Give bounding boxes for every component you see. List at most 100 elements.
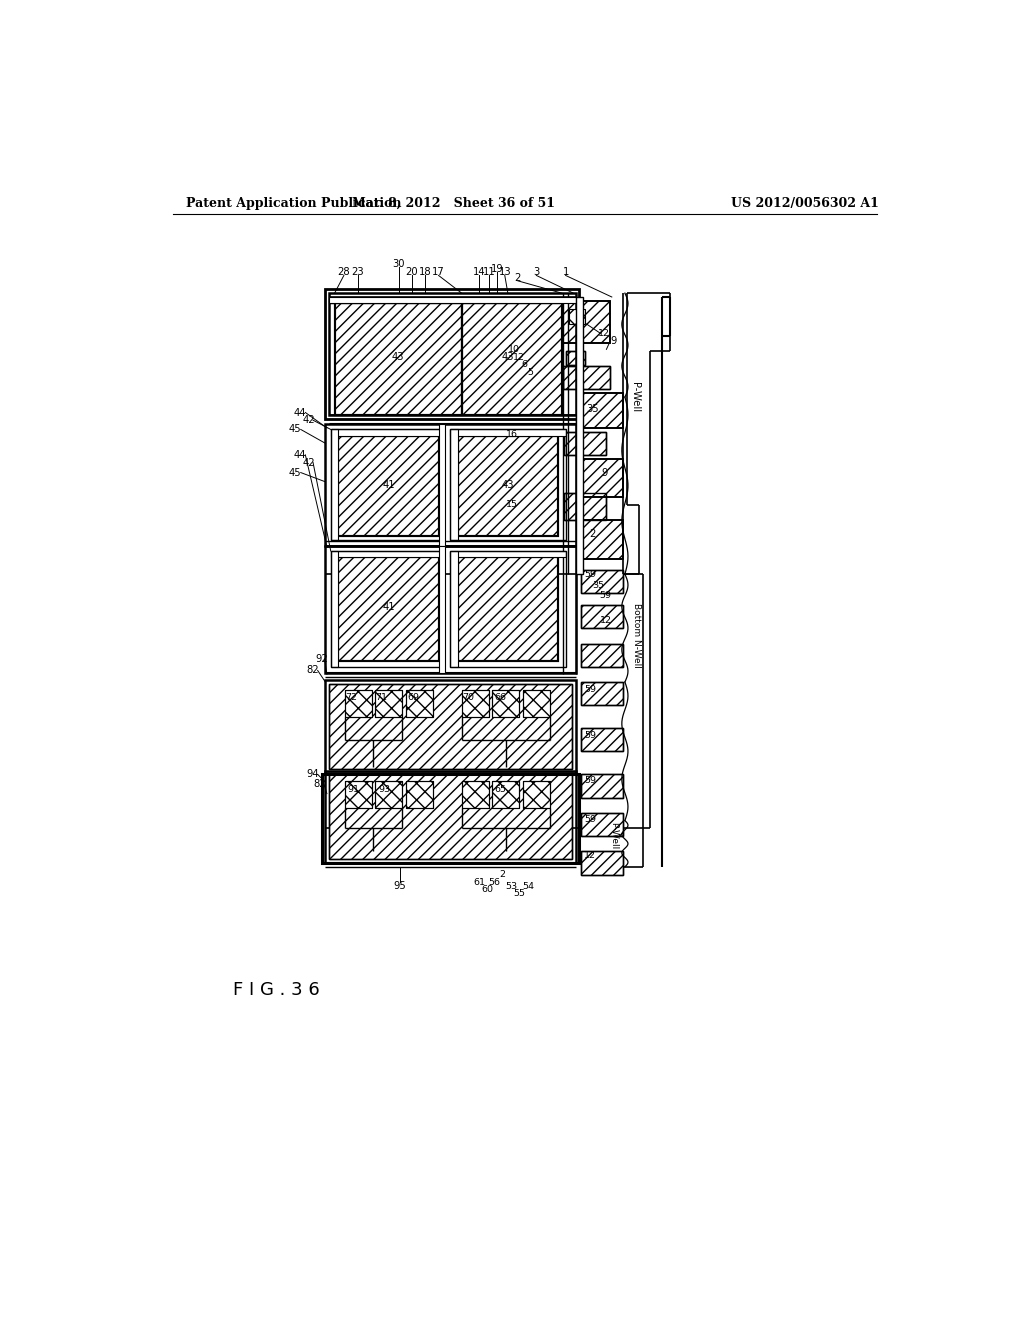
Text: Bottom N-Well: Bottom N-Well	[632, 603, 641, 668]
Bar	[330, 297, 575, 304]
Text: 94: 94	[307, 770, 319, 779]
Bar	[330, 775, 571, 859]
Bar	[563, 301, 609, 343]
Bar	[376, 689, 402, 717]
Bar	[581, 851, 624, 874]
Bar	[339, 557, 438, 661]
Bar	[438, 545, 444, 673]
Text: 11: 11	[483, 268, 496, 277]
Text: 55: 55	[513, 890, 525, 898]
Text: 82: 82	[313, 779, 326, 788]
Bar	[581, 520, 624, 558]
Text: 92: 92	[315, 653, 328, 664]
Text: 42: 42	[302, 416, 314, 425]
Text: 12: 12	[513, 352, 525, 362]
Bar	[331, 429, 442, 540]
Text: 10: 10	[508, 345, 520, 354]
Text: 44: 44	[294, 408, 306, 417]
Bar	[326, 771, 575, 863]
Text: 45: 45	[289, 425, 301, 434]
Text: 70: 70	[462, 693, 474, 702]
Bar	[335, 301, 462, 414]
Bar	[451, 429, 565, 436]
Bar	[322, 775, 580, 863]
Bar	[493, 780, 519, 808]
Text: 59: 59	[585, 814, 596, 824]
Bar	[581, 393, 624, 428]
Bar	[376, 689, 402, 717]
Bar	[581, 393, 624, 428]
Text: 14: 14	[473, 268, 485, 277]
Text: 59: 59	[600, 591, 611, 601]
Text: 9: 9	[601, 467, 607, 478]
Bar	[564, 432, 606, 455]
Bar	[462, 780, 488, 808]
Text: P-Well: P-Well	[630, 381, 640, 412]
Bar	[563, 301, 609, 343]
Bar	[330, 293, 575, 414]
Bar	[581, 682, 624, 705]
Text: 5: 5	[527, 368, 534, 378]
Bar	[438, 424, 444, 545]
Bar	[523, 780, 550, 808]
Bar	[458, 436, 558, 536]
Bar	[563, 367, 609, 389]
Bar	[569, 309, 585, 323]
Bar	[581, 459, 624, 498]
Text: 1: 1	[562, 268, 568, 277]
Bar	[345, 780, 372, 808]
Text: 59: 59	[585, 685, 596, 694]
Bar	[458, 557, 558, 661]
Bar	[523, 689, 550, 717]
Bar	[376, 780, 402, 808]
Bar	[581, 775, 624, 797]
Bar	[462, 689, 488, 717]
Bar	[407, 780, 433, 808]
Bar	[462, 689, 488, 717]
Bar	[458, 557, 558, 661]
Bar	[326, 424, 575, 545]
Bar	[581, 851, 624, 874]
Bar	[581, 644, 624, 667]
Bar	[330, 684, 571, 770]
Bar	[564, 494, 606, 520]
Text: 44: 44	[294, 450, 306, 459]
Text: 43: 43	[391, 352, 404, 362]
Text: 43: 43	[502, 352, 514, 362]
Bar	[331, 552, 442, 557]
Bar	[339, 436, 438, 536]
Text: 35: 35	[592, 581, 604, 590]
Bar	[493, 689, 519, 717]
Bar	[523, 689, 550, 717]
Text: 71: 71	[375, 693, 387, 702]
Bar	[339, 436, 438, 536]
Bar	[581, 729, 624, 751]
Bar	[451, 552, 565, 667]
Bar	[451, 552, 565, 557]
Text: 54: 54	[522, 882, 535, 891]
Text: 2: 2	[590, 529, 596, 539]
Text: 28: 28	[338, 268, 350, 277]
Bar	[581, 775, 624, 797]
Bar	[330, 775, 571, 859]
Bar	[462, 301, 562, 414]
Text: 41: 41	[382, 602, 395, 612]
Bar	[339, 557, 438, 661]
Bar	[564, 494, 606, 520]
Text: 9: 9	[610, 335, 616, 346]
Text: 6: 6	[522, 360, 527, 370]
Text: 72: 72	[345, 693, 356, 702]
Bar	[345, 689, 372, 717]
Bar	[581, 459, 624, 498]
Bar	[581, 570, 624, 594]
Text: 12: 12	[598, 329, 610, 338]
Text: F I G . 3 6: F I G . 3 6	[233, 981, 319, 999]
Bar	[451, 429, 458, 540]
Text: 91: 91	[348, 785, 359, 795]
Text: 61: 61	[473, 878, 485, 887]
Bar	[581, 729, 624, 751]
Text: 42: 42	[302, 458, 314, 467]
Bar	[565, 351, 585, 364]
Bar	[376, 780, 402, 808]
Text: 59: 59	[585, 731, 596, 741]
